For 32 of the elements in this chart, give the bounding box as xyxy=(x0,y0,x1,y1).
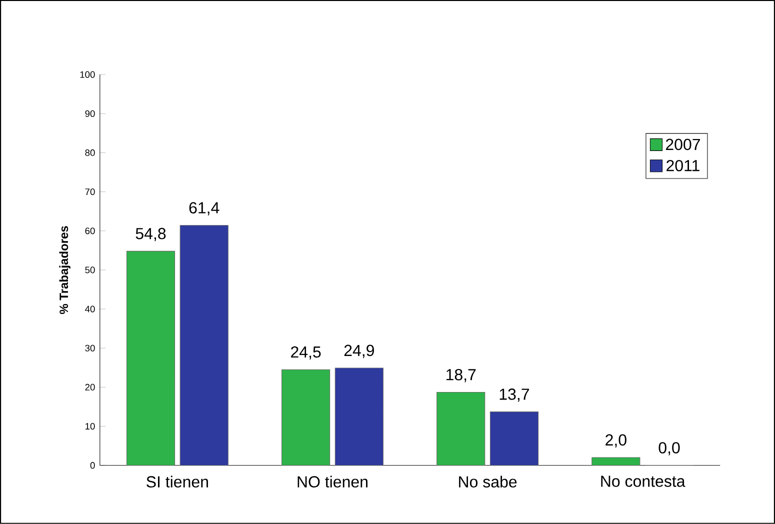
x-tick-label: No sabe xyxy=(459,476,517,488)
data-label: 2,0 xyxy=(606,434,626,448)
bar xyxy=(180,225,228,466)
data-label: 24,5 xyxy=(291,346,321,360)
y-tick-label: 60 xyxy=(85,228,95,234)
data-label: 13,7 xyxy=(500,388,529,402)
x-tick-label: No contesta xyxy=(601,476,686,487)
data-label: 61,4 xyxy=(189,202,220,216)
y-tick-label: 10 xyxy=(86,423,95,430)
y-tick-label: 50 xyxy=(85,266,95,274)
data-label: 18,7 xyxy=(446,369,476,382)
y-tick-label: 0 xyxy=(90,462,95,469)
data-label: 0,0 xyxy=(658,442,680,456)
y-tick-label: 70 xyxy=(85,188,95,196)
bar xyxy=(334,368,384,466)
y-tick-label: 90 xyxy=(85,110,95,117)
bar xyxy=(490,412,538,466)
bar xyxy=(436,392,486,466)
legend-label: 2007 xyxy=(666,138,700,150)
data-label: 24,9 xyxy=(344,344,374,358)
y-tick-label: 100 xyxy=(80,71,95,78)
y-tick-label: 30 xyxy=(85,344,95,352)
x-tick-label: NO tienen xyxy=(298,476,368,488)
legend-label: 2011 xyxy=(666,160,700,172)
data-label: 54,8 xyxy=(136,228,166,242)
y-tick-label: 80 xyxy=(85,149,95,156)
bar xyxy=(282,369,330,466)
bar xyxy=(126,250,176,466)
y-tick-label: 40 xyxy=(85,306,95,312)
x-tick-label: SI tienen xyxy=(146,476,208,488)
y-tick-label: 20 xyxy=(85,384,95,391)
y-axis-title: % Trabajadores xyxy=(59,226,70,314)
